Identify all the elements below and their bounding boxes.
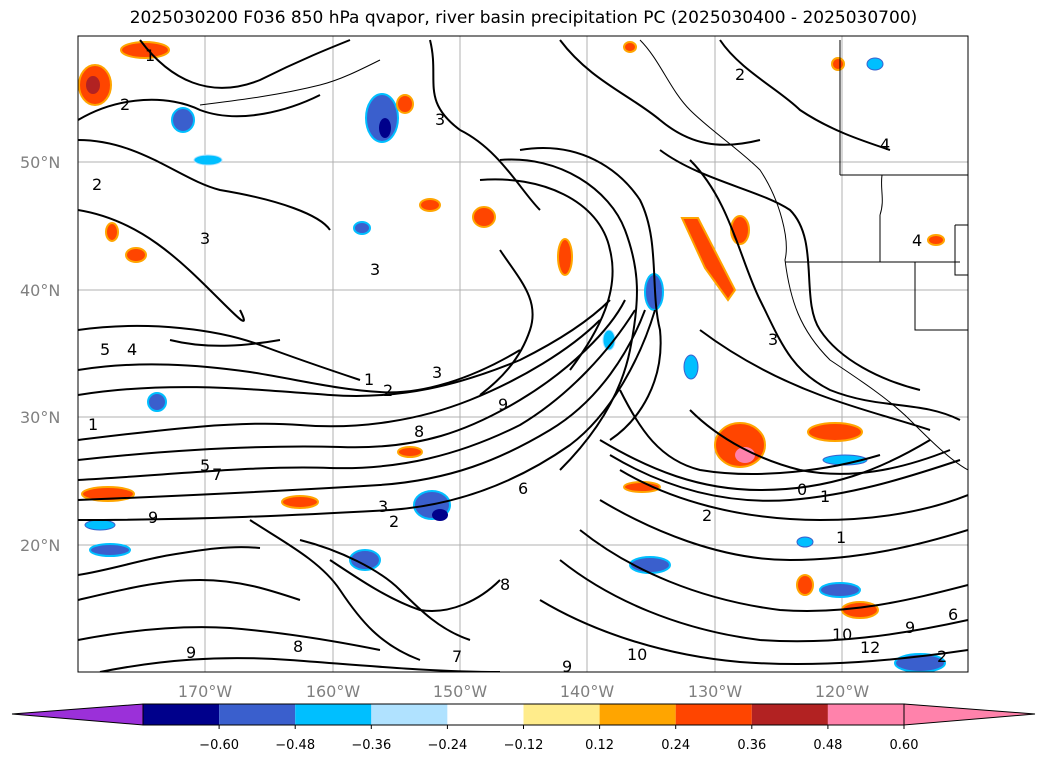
- colorbar-tick-label: −0.36: [351, 738, 391, 753]
- contour-label: 3: [370, 260, 380, 279]
- colorbar-bin: [219, 704, 296, 725]
- contour-label: 3: [435, 110, 445, 129]
- colorbar-bin: [751, 704, 828, 725]
- contour-label: 2: [735, 65, 745, 84]
- contour-label: 9: [186, 643, 196, 662]
- colorbar: −0.60 −0.48 −0.36 −0.24 −0.12 0.12 0.24 0.36 0.4…: [11, 703, 1036, 753]
- contour-label: 7: [212, 465, 222, 484]
- contour-label: 2: [389, 512, 399, 531]
- lat-label-40n: 40°N: [20, 281, 60, 300]
- lat-label-50n: 50°N: [20, 153, 60, 172]
- contour-label: 2: [702, 506, 712, 525]
- colorbar-tick-label: −0.60: [199, 738, 239, 753]
- contour-label: 3: [378, 497, 388, 516]
- contour-label: 6: [518, 479, 528, 498]
- precip-shading: [78, 41, 946, 672]
- colorbar-tick-label: 0.12: [585, 738, 614, 753]
- contour-label: 8: [293, 637, 303, 656]
- contour-label: 9: [905, 618, 915, 637]
- contour-label: 10: [627, 645, 647, 664]
- contour-label: 3: [432, 363, 442, 382]
- latitude-labels: 50°N 40°N 30°N 20°N: [20, 153, 60, 555]
- lon-label-130w: 130°W: [688, 682, 743, 701]
- contour-label: 1: [364, 370, 374, 389]
- contour-label: 4: [880, 135, 890, 154]
- colorbar-tick-label: −0.24: [427, 738, 467, 753]
- map-frame: [77, 35, 969, 673]
- colorbar-bin: [599, 704, 676, 725]
- colorbar-tick-label: 0.48: [813, 738, 842, 753]
- contour-label: 0: [797, 480, 807, 499]
- colorbar-tick-label: −0.12: [504, 738, 544, 753]
- lon-label-160w: 160°W: [306, 682, 361, 701]
- contour-label: 10: [832, 625, 852, 644]
- map-area: [78, 36, 968, 672]
- lon-label-170w: 170°W: [178, 682, 233, 701]
- lon-label-140w: 140°W: [560, 682, 615, 701]
- contour-label: 7: [452, 647, 462, 666]
- colorbar-bin: [827, 704, 904, 725]
- coastlines: [199, 39, 968, 471]
- contour-label: 9: [498, 395, 508, 414]
- contour-label: 9: [562, 657, 572, 676]
- contour-label: 2: [120, 95, 130, 114]
- colorbar-bin: [295, 704, 372, 725]
- map-title: 2025030200 F036 850 hPa qvapor, river ba…: [129, 8, 918, 28]
- lon-label-120w: 120°W: [815, 682, 870, 701]
- contour-label: 1: [88, 415, 98, 434]
- contour-label: 2: [383, 381, 393, 400]
- contour-label: 3: [768, 330, 778, 349]
- lat-label-20n: 20°N: [20, 536, 60, 555]
- colorbar-bin: [371, 704, 448, 725]
- colorbar-over-arrow: [903, 703, 1036, 726]
- contour-label: 8: [500, 575, 510, 594]
- longitude-labels: 170°W 160°W 150°W 140°W 130°W 120°W: [178, 682, 870, 701]
- contour-label: 12: [860, 638, 880, 657]
- contour-label: 2: [92, 175, 102, 194]
- contour-label: 1: [836, 528, 846, 547]
- contour-label: 8: [414, 422, 424, 441]
- contour-label: 2: [937, 647, 947, 666]
- contour-label: 6: [948, 605, 958, 624]
- contour-label: 5: [100, 340, 110, 359]
- contour-label: 4: [912, 231, 922, 250]
- lon-label-150w: 150°W: [433, 682, 488, 701]
- contour-label: 3: [200, 229, 210, 248]
- contour-labels: 1 2 2 3 3 3 1 2 3 5 4 8 9 5 7 9 0 1 2 1 …: [88, 46, 958, 676]
- colorbar-tick-label: 0.60: [890, 738, 919, 753]
- contour-label: 1: [820, 487, 830, 506]
- contour-label: 4: [127, 340, 137, 359]
- colorbar-tick-label: 0.24: [661, 738, 690, 753]
- colorbar-bin: [447, 704, 524, 725]
- contour-label: 5: [200, 456, 210, 475]
- lat-label-30n: 30°N: [20, 408, 60, 427]
- colorbar-tick-label: −0.48: [275, 738, 315, 753]
- colorbar-under-arrow: [11, 703, 144, 726]
- contour-label: 9: [148, 508, 158, 527]
- contour-label: 1: [145, 46, 155, 65]
- qvapor-contours: [78, 39, 968, 672]
- colorbar-bin: [675, 704, 752, 725]
- colorbar-bin: [523, 704, 600, 725]
- colorbar-tick-label: 0.36: [737, 738, 766, 753]
- colorbar-bin: [143, 704, 220, 725]
